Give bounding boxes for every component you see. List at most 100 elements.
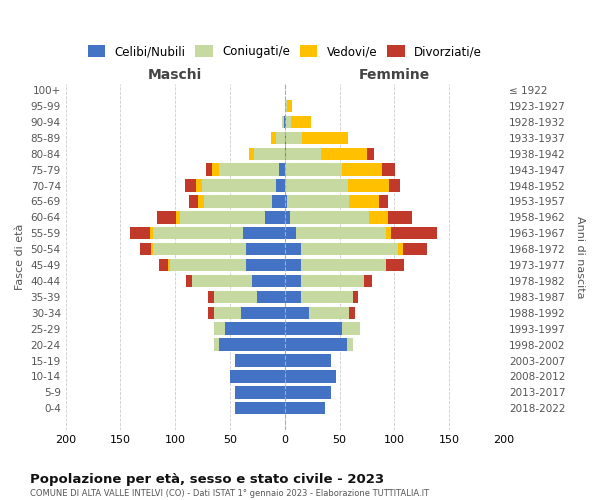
Bar xyxy=(151,243,154,256)
Bar xyxy=(230,370,285,382)
Bar xyxy=(292,116,311,128)
Bar xyxy=(212,164,219,176)
Bar xyxy=(301,259,386,272)
Bar xyxy=(179,211,265,224)
Bar xyxy=(247,243,285,256)
Bar xyxy=(252,275,285,287)
Bar xyxy=(342,322,361,335)
Y-axis label: Anni di nascita: Anni di nascita xyxy=(575,216,585,298)
Bar xyxy=(248,148,254,160)
Bar xyxy=(271,132,276,144)
Bar xyxy=(219,338,285,351)
Bar xyxy=(382,164,395,176)
Bar xyxy=(285,275,301,287)
Bar xyxy=(403,243,427,256)
Bar xyxy=(386,259,404,272)
Bar xyxy=(285,180,349,192)
Bar xyxy=(214,290,257,303)
Bar xyxy=(285,116,286,128)
Bar xyxy=(388,211,412,224)
Bar xyxy=(367,148,374,160)
Bar xyxy=(276,180,285,192)
Bar xyxy=(301,290,353,303)
Bar xyxy=(285,306,309,319)
Bar xyxy=(235,402,285,414)
Text: Maschi: Maschi xyxy=(148,68,202,82)
Bar xyxy=(186,275,191,287)
Bar xyxy=(281,116,284,128)
Bar xyxy=(389,180,400,192)
Bar xyxy=(285,227,296,239)
Bar xyxy=(287,196,349,207)
Bar xyxy=(398,243,403,256)
Bar xyxy=(157,211,176,224)
Legend: Celibi/Nubili, Coniugati/e, Vedovi/e, Divorziati/e: Celibi/Nubili, Coniugati/e, Vedovi/e, Di… xyxy=(88,45,482,58)
Bar xyxy=(285,402,325,414)
Bar xyxy=(214,338,219,351)
Bar xyxy=(196,180,202,192)
Bar xyxy=(285,290,301,303)
Bar xyxy=(301,275,364,287)
Bar xyxy=(284,116,285,128)
Bar xyxy=(159,259,167,272)
Bar xyxy=(285,132,286,144)
Bar xyxy=(219,164,280,176)
Bar xyxy=(191,275,252,287)
Bar xyxy=(379,196,388,207)
Text: COMUNE DI ALTA VALLE INTELVI (CO) - Dati ISTAT 1° gennaio 2023 - Elaborazione TU: COMUNE DI ALTA VALLE INTELVI (CO) - Dati… xyxy=(30,489,429,498)
Bar xyxy=(364,275,373,287)
Bar xyxy=(321,148,367,160)
Text: Popolazione per età, sesso e stato civile - 2023: Popolazione per età, sesso e stato civil… xyxy=(30,472,384,486)
Bar xyxy=(296,227,386,239)
Bar xyxy=(285,259,301,272)
Bar xyxy=(154,243,247,256)
Bar xyxy=(247,259,285,272)
Bar xyxy=(285,148,286,160)
Text: Femmine: Femmine xyxy=(359,68,430,82)
Bar xyxy=(235,354,285,366)
Y-axis label: Fasce di età: Fasce di età xyxy=(15,224,25,290)
Bar xyxy=(349,196,379,207)
Bar xyxy=(290,211,369,224)
Bar xyxy=(391,227,437,239)
Bar xyxy=(301,243,398,256)
Bar xyxy=(285,354,331,366)
Bar xyxy=(241,306,285,319)
Bar xyxy=(206,164,212,176)
Bar xyxy=(208,306,214,319)
Bar xyxy=(280,164,285,176)
Bar xyxy=(176,211,179,224)
Bar xyxy=(185,180,196,192)
Bar xyxy=(150,227,154,239)
Bar xyxy=(369,211,388,224)
Bar xyxy=(214,306,241,319)
Bar xyxy=(386,227,391,239)
Bar xyxy=(170,259,247,272)
Bar xyxy=(285,164,342,176)
Bar xyxy=(286,116,292,128)
Bar xyxy=(224,322,285,335)
Bar xyxy=(347,338,353,351)
Bar xyxy=(154,227,243,239)
Bar xyxy=(254,148,285,160)
Bar xyxy=(276,132,285,144)
Bar xyxy=(190,196,198,207)
Bar xyxy=(349,180,389,192)
Bar xyxy=(257,290,285,303)
Bar xyxy=(285,243,301,256)
Bar xyxy=(235,386,285,398)
Bar xyxy=(167,259,170,272)
Bar xyxy=(287,100,292,112)
Bar xyxy=(286,132,302,144)
Bar xyxy=(214,322,224,335)
Bar xyxy=(202,180,276,192)
Bar xyxy=(198,196,204,207)
Bar xyxy=(204,196,272,207)
Bar xyxy=(243,227,285,239)
Bar xyxy=(272,196,285,207)
Bar xyxy=(265,211,285,224)
Bar xyxy=(285,211,290,224)
Bar xyxy=(285,370,337,382)
Bar xyxy=(349,306,355,319)
Bar xyxy=(140,243,151,256)
